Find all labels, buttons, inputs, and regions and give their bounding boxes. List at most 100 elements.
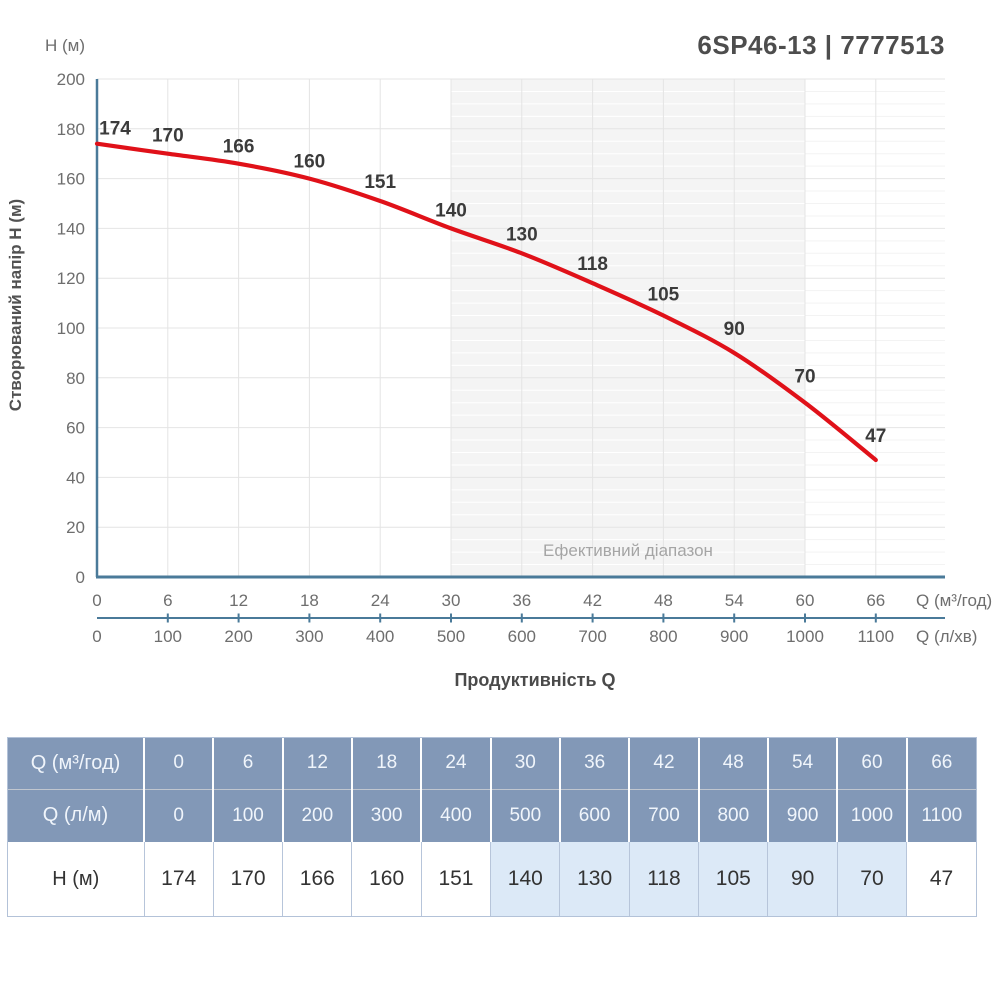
x-tick-label-m3h: 12 bbox=[229, 591, 248, 610]
y-axis-title: Створюваний напір H (м) bbox=[6, 199, 25, 411]
y-tick-label: 80 bbox=[66, 369, 85, 388]
table-cell: 140 bbox=[490, 842, 561, 916]
x-tick-label-m3h: 24 bbox=[371, 591, 390, 610]
table-cell: 30 bbox=[490, 738, 561, 790]
x-tick-label-lmin: 700 bbox=[578, 627, 606, 646]
table-cell: 42 bbox=[629, 738, 700, 790]
curve-point-label: 170 bbox=[152, 126, 184, 147]
curve-point-label: 160 bbox=[294, 152, 326, 173]
performance-table-wrap: Q (м³/год) 0 6 12 18 24 30 36 42 48 54 60 66 Q (л/м) 0… bbox=[7, 737, 977, 917]
x-tick-label-m3h: 60 bbox=[796, 591, 815, 610]
table-cell: 1100 bbox=[906, 789, 976, 842]
table-cell: 100 bbox=[213, 789, 284, 842]
x-tick-label-m3h: 48 bbox=[654, 591, 673, 610]
x-tick-label-m3h: 30 bbox=[442, 591, 461, 610]
table-cell: 800 bbox=[698, 789, 769, 842]
x-axis-title: Продуктивність Q bbox=[454, 670, 615, 690]
table-cell: 130 bbox=[559, 842, 630, 916]
y-tick-label: 0 bbox=[76, 568, 85, 587]
table-row-q-m3h: Q (м³/год) 0 6 12 18 24 30 36 42 48 54 60 66 bbox=[8, 738, 976, 790]
table-cell: 400 bbox=[421, 789, 492, 842]
x-tick-label-m3h: 36 bbox=[512, 591, 531, 610]
x-tick-label-m3h: 42 bbox=[583, 591, 602, 610]
table-cell: 0 bbox=[144, 789, 215, 842]
y-tick-label: 40 bbox=[66, 468, 85, 487]
curve-point-label: 166 bbox=[223, 137, 255, 158]
curve-point-label: 47 bbox=[865, 426, 886, 447]
table-cell: 170 bbox=[213, 842, 284, 916]
x-tick-label-lmin: 600 bbox=[508, 627, 536, 646]
y-tick-label: 180 bbox=[57, 120, 85, 139]
table-cell: 48 bbox=[698, 738, 769, 790]
table-cell: 1000 bbox=[837, 789, 908, 842]
curve-point-label: 70 bbox=[794, 367, 815, 388]
x-tick-label-m3h: 66 bbox=[866, 591, 885, 610]
table-cell: 6 bbox=[213, 738, 284, 790]
x-tick-label-m3h: 54 bbox=[725, 591, 744, 610]
x-tick-label-lmin: 400 bbox=[366, 627, 394, 646]
x-tick-label-m3h: 18 bbox=[300, 591, 319, 610]
table-cell: 0 bbox=[144, 738, 215, 790]
x-tick-label-lmin: 1100 bbox=[858, 627, 895, 646]
y-tick-label: 120 bbox=[57, 269, 85, 288]
curve-point-label: 130 bbox=[506, 224, 538, 245]
x-tick-label-lmin: 0 bbox=[92, 627, 101, 646]
table-cell: 105 bbox=[698, 842, 769, 916]
table-cell: 900 bbox=[767, 789, 839, 842]
y-tick-label: 160 bbox=[57, 170, 85, 189]
pump-curve-chart: Ефективний діапазон020406080100120140160… bbox=[6, 36, 992, 690]
curve-point-label: 140 bbox=[435, 200, 467, 221]
x-axis-unit-m3h: Q (м³/год) bbox=[916, 591, 992, 610]
x-tick-label-m3h: 6 bbox=[163, 591, 172, 610]
curve-point-label: 118 bbox=[577, 254, 608, 275]
x-tick-label-m3h: 0 bbox=[92, 591, 101, 610]
table-cell: 12 bbox=[282, 738, 353, 790]
y-tick-label: 140 bbox=[57, 219, 85, 238]
table-cell: 300 bbox=[351, 789, 423, 842]
table-cell: 66 bbox=[906, 738, 976, 790]
y-tick-label: 200 bbox=[57, 70, 85, 89]
table-row-label: Q (м³/год) bbox=[8, 738, 145, 790]
x-tick-label-lmin: 100 bbox=[154, 627, 182, 646]
table-cell: 36 bbox=[559, 738, 631, 790]
table-cell: 90 bbox=[767, 842, 838, 916]
table-cell: 160 bbox=[351, 842, 422, 916]
x-tick-label-lmin: 800 bbox=[649, 627, 677, 646]
table-cell: 47 bbox=[906, 842, 976, 916]
x-tick-label-lmin: 200 bbox=[224, 627, 252, 646]
table-cell: 118 bbox=[629, 842, 700, 916]
table-cell: 166 bbox=[282, 842, 353, 916]
table-cell: 54 bbox=[767, 738, 839, 790]
y-tick-label: 20 bbox=[66, 518, 85, 537]
table-cell: 70 bbox=[837, 842, 908, 916]
table-row-label: H (м) bbox=[8, 842, 145, 916]
chart-title: 6SP46-13 | 7777513 bbox=[697, 30, 945, 60]
curve-point-label: 90 bbox=[724, 319, 745, 340]
table-cell: 700 bbox=[629, 789, 700, 842]
table-cell: 60 bbox=[837, 738, 908, 790]
table-cell: 500 bbox=[490, 789, 561, 842]
table-cell: 200 bbox=[282, 789, 353, 842]
effective-range-label: Ефективний діапазон bbox=[543, 541, 713, 560]
x-tick-label-lmin: 900 bbox=[720, 627, 748, 646]
table-row-q-lmin: Q (л/м) 0 100 200 300 400 500 600 700 800 900 1000 1… bbox=[8, 789, 976, 842]
table-row-h-m: H (м) 174 170 166 160 151 140 130 118 105 90 70 47 bbox=[8, 842, 976, 916]
table-cell: 600 bbox=[559, 789, 631, 842]
curve-point-label: 105 bbox=[648, 285, 680, 306]
table-cell: 24 bbox=[421, 738, 492, 790]
performance-table: Q (м³/год) 0 6 12 18 24 30 36 42 48 54 60 66 Q (л/м) 0… bbox=[8, 738, 976, 916]
x-axis-unit-lmin: Q (л/хв) bbox=[916, 627, 977, 646]
x-tick-label-lmin: 300 bbox=[295, 627, 323, 646]
pump-curve bbox=[94, 141, 878, 463]
x-tick-label-lmin: 1000 bbox=[786, 627, 824, 646]
table-cell: 151 bbox=[421, 842, 492, 916]
table-cell: 174 bbox=[144, 842, 214, 916]
y-tick-label: 100 bbox=[57, 319, 85, 338]
y-tick-label: 60 bbox=[66, 419, 85, 438]
curve-point-label: 174 bbox=[99, 119, 131, 140]
curve-point-label: 151 bbox=[364, 172, 396, 193]
y-axis-corner-label: H (м) bbox=[45, 36, 85, 55]
table-row-label: Q (л/м) bbox=[8, 789, 145, 842]
table-cell: 18 bbox=[351, 738, 423, 790]
